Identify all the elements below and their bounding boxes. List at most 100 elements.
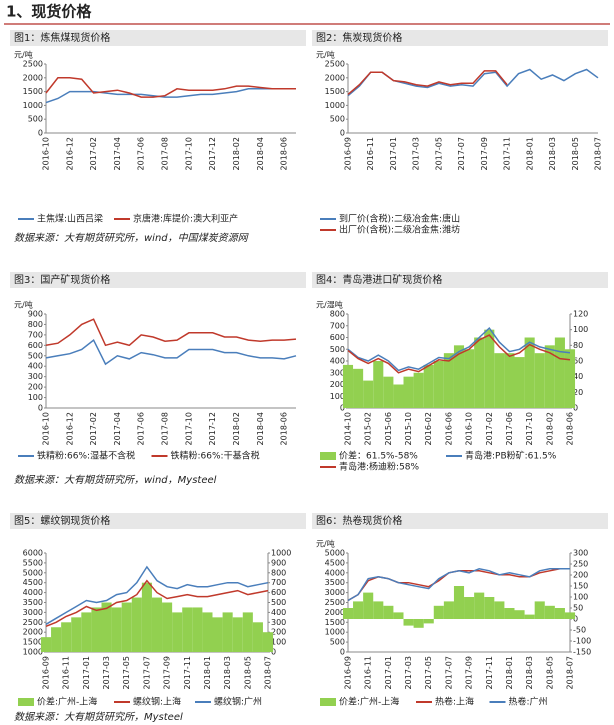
y-axis-label: 元/吨 — [14, 50, 33, 60]
source: 数据来源：大有期货研究所，wind，中国煤炭资源网 — [14, 232, 250, 244]
legend-label: 价差:广州-上海 — [37, 696, 97, 708]
x-tick-label: 2017-09 — [163, 656, 172, 689]
area-bar — [151, 597, 163, 652]
y-tick-label: 600 — [330, 333, 345, 342]
y-tick-label: 500 — [330, 115, 345, 124]
area-bar — [524, 614, 535, 619]
y2-tick-label: 300 — [573, 549, 588, 558]
area-bar — [554, 337, 565, 408]
area-bar — [544, 345, 555, 408]
x-tick-label: 2017-04 — [113, 137, 122, 170]
area-bar — [202, 612, 213, 652]
legend-label: 价差：61.5%-58% — [339, 450, 418, 462]
area-bar — [222, 612, 233, 652]
y-tick-label: 400 — [28, 362, 43, 371]
x-tick-label: 2018-02 — [232, 137, 241, 170]
y2-tick-label: -150 — [573, 648, 591, 657]
area-bar — [192, 607, 203, 652]
area-bar — [443, 353, 454, 408]
x-tick-label: 2017-08 — [161, 412, 170, 445]
chart-title: 图6：热卷现货价格 — [316, 514, 402, 527]
x-tick-label: 2016-06 — [444, 412, 453, 445]
y2-tick-label: 200 — [573, 571, 588, 580]
area-bar — [353, 368, 364, 408]
x-tick-label: 2017-02 — [89, 137, 98, 170]
series-line — [347, 70, 508, 95]
x-tick-label: 2016-02 — [424, 412, 433, 445]
series-line — [45, 565, 269, 625]
area-bar — [413, 619, 424, 628]
area-bar — [71, 617, 82, 652]
y2-tick-label: 100 — [271, 638, 286, 647]
x-tick-label: 2015-02 — [364, 412, 373, 445]
panel-header — [312, 30, 608, 46]
series-line — [45, 338, 297, 366]
y-tick-label: 100 — [330, 392, 345, 401]
legend-label: 螺纹钢:上海 — [133, 696, 181, 708]
x-tick-label: 2017-09 — [480, 137, 489, 170]
y-tick-label: 2500 — [23, 60, 43, 69]
x-tick-label: 2017-01 — [82, 656, 91, 689]
source: 数据来源：大有期货研究所，wind，Mysteel — [14, 474, 217, 486]
area-bar — [514, 357, 525, 408]
x-tick-label: 2017-01 — [389, 137, 398, 170]
x-tick-label: 2018-01 — [525, 137, 534, 170]
y2-tick-label: 50 — [573, 604, 583, 613]
y-tick-label: 100 — [28, 393, 43, 402]
x-tick-label: 2018-02 — [232, 412, 241, 445]
area-bar — [393, 384, 404, 408]
x-tick-label: 2017-01 — [384, 656, 393, 689]
area-bar — [81, 612, 92, 652]
y-tick-label: 0 — [38, 129, 43, 138]
x-tick-label: 2018-05 — [571, 137, 580, 170]
area-bar — [373, 361, 384, 408]
y2-tick-label: 600 — [271, 588, 286, 597]
x-tick-label: 2018-01 — [505, 656, 514, 689]
x-tick-label: 2018-02 — [545, 412, 554, 445]
y-tick-label: 300 — [28, 372, 43, 381]
area-bar — [141, 582, 152, 652]
area-bar — [534, 601, 545, 619]
area-bar — [363, 380, 374, 408]
area-bar — [40, 637, 52, 652]
area-bar — [91, 607, 102, 652]
legend-swatch — [18, 698, 34, 706]
y-axis-label: 元/湿吨 — [316, 300, 343, 310]
x-tick-label: 2018-07 — [264, 656, 273, 689]
panel-header — [312, 272, 608, 288]
y2-tick-label: 800 — [271, 568, 286, 577]
x-tick-label: 2018-03 — [548, 137, 557, 170]
x-tick-label: 2016-09 — [344, 656, 353, 689]
area-bar — [413, 372, 424, 408]
chart-title: 图2：焦炭现货价格 — [316, 31, 402, 44]
y-tick-label: 800 — [28, 320, 43, 329]
chart-title: 图1：炼焦煤现货价格 — [14, 31, 110, 44]
y-tick-label: 200 — [28, 383, 43, 392]
area-bar — [504, 353, 515, 408]
panel-header — [10, 30, 306, 46]
x-tick-label: 2017-02 — [89, 412, 98, 445]
y2-tick-label: 900 — [271, 558, 286, 567]
y2-tick-label: 1000 — [271, 549, 291, 558]
y2-tick-label: 300 — [271, 618, 286, 627]
x-tick-label: 2017-03 — [404, 656, 413, 689]
y-tick-label: 700 — [330, 321, 345, 330]
area-bar — [111, 607, 122, 652]
series-line — [347, 334, 571, 374]
y-tick-label: 5000 — [23, 568, 43, 577]
y-tick-label: 1500 — [325, 618, 345, 627]
legend-label: 出厂价(含税):二级冶金焦:潍坊 — [339, 224, 460, 236]
x-tick-label: 2017-05 — [424, 656, 433, 689]
x-tick-label: 2016-09 — [344, 137, 353, 170]
x-tick-label: 2016-10 — [42, 137, 51, 170]
x-tick-label: 2017-10 — [184, 137, 193, 170]
area-bar — [494, 601, 505, 619]
y-tick-label: 2000 — [325, 73, 345, 82]
x-tick-label: 2018-06 — [566, 412, 575, 445]
y2-tick-label: 100 — [573, 325, 588, 334]
y-tick-label: 1000 — [325, 628, 345, 637]
y2-tick-label: 150 — [573, 582, 588, 591]
panel-header — [10, 513, 306, 529]
